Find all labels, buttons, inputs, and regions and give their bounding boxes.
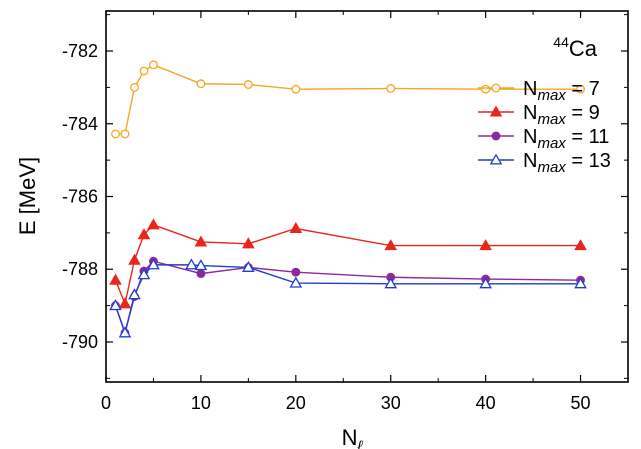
legend-item: Nmax = 9 xyxy=(478,102,600,128)
data-point xyxy=(185,258,198,270)
data-point xyxy=(130,82,139,92)
legend-label-subscript: max xyxy=(537,159,566,176)
y-tick-label: -784 xyxy=(62,114,98,134)
y-axis: -782 -784 -786 -788 -790 xyxy=(62,14,628,379)
data-point xyxy=(289,221,303,234)
y-tick-label: -786 xyxy=(62,187,98,207)
legend-item: Nmax = 7 xyxy=(478,78,600,104)
data-point xyxy=(386,84,396,93)
y-axis-title: E [MeV] xyxy=(15,157,40,235)
data-point xyxy=(194,259,208,271)
series-1 xyxy=(111,60,585,139)
data-point xyxy=(196,269,206,279)
plot-frame xyxy=(105,10,629,383)
nucleus-element: Ca xyxy=(569,36,598,61)
data-point xyxy=(147,258,160,270)
nucleus-mass-number: 44 xyxy=(553,34,569,50)
legend-label-base: N xyxy=(523,102,537,124)
nucleus-label: 44Ca xyxy=(553,34,597,61)
legend-item: Nmax = 11 xyxy=(478,126,609,152)
series-line xyxy=(114,264,581,336)
data-point xyxy=(384,277,398,289)
data-point xyxy=(574,239,587,251)
legend-marker xyxy=(491,83,501,93)
legend-label-value: = 7 xyxy=(566,78,600,100)
series-2 xyxy=(109,218,587,309)
data-point xyxy=(576,84,585,94)
y-tick-label: -782 xyxy=(62,41,98,61)
data-point xyxy=(479,277,492,289)
data-point xyxy=(149,60,158,70)
x-axis: 0 10 20 30 40 50 xyxy=(101,11,591,413)
data-point xyxy=(481,84,491,94)
series-line xyxy=(114,260,581,336)
x-axis-title: Nℓ xyxy=(342,425,364,449)
legend-label: Nmax = 13 xyxy=(523,150,611,176)
series-3 xyxy=(111,256,585,338)
legend-label-value: = 9 xyxy=(566,102,600,124)
data-point xyxy=(137,268,151,280)
legend-label: Nmax = 9 xyxy=(523,102,600,128)
x-tick-label: 50 xyxy=(571,393,591,413)
legend-label-value: = 13 xyxy=(566,150,611,172)
data-point xyxy=(118,326,132,338)
data-point xyxy=(111,129,120,139)
x-tick-label: 10 xyxy=(191,393,211,413)
data-point xyxy=(289,276,303,288)
plot-series xyxy=(109,60,587,338)
data-point xyxy=(128,288,141,300)
data-point xyxy=(118,297,132,309)
data-point xyxy=(109,273,122,285)
series-4 xyxy=(109,258,587,338)
x-tick-label: 20 xyxy=(286,393,306,413)
series-line xyxy=(115,64,581,135)
data-point xyxy=(243,80,253,89)
data-point xyxy=(128,253,141,265)
legend-label: Nmax = 11 xyxy=(523,126,609,152)
x-tick-label: 40 xyxy=(476,393,496,413)
legend-label-value: = 11 xyxy=(566,126,610,148)
x-tick-label: 30 xyxy=(381,393,401,413)
legend-label-base: N xyxy=(523,150,537,172)
legend-marker xyxy=(491,131,501,141)
data-point xyxy=(194,235,208,247)
x-axis-title-base: N xyxy=(342,425,358,449)
data-point xyxy=(291,84,301,94)
legend-marker xyxy=(489,105,503,117)
data-point xyxy=(120,129,130,139)
data-point xyxy=(242,260,255,272)
data-point xyxy=(574,277,587,289)
data-point xyxy=(479,239,492,251)
legend-label-base: N xyxy=(523,126,537,148)
legend-label-base: N xyxy=(523,78,537,100)
data-point xyxy=(291,267,301,277)
data-point xyxy=(139,66,149,76)
data-point xyxy=(384,239,398,251)
legend-label-subscript: max xyxy=(537,87,566,104)
data-point xyxy=(242,237,255,249)
legend-label: Nmax = 7 xyxy=(523,78,600,104)
data-point xyxy=(109,299,122,311)
x-axis-title-subscript: ℓ xyxy=(357,438,364,449)
y-tick-label: -790 xyxy=(62,332,98,352)
data-point xyxy=(137,228,151,240)
legend-label-subscript: max xyxy=(537,111,566,128)
y-tick-label: -788 xyxy=(62,259,98,279)
data-point xyxy=(147,218,160,230)
legend-marker xyxy=(489,153,503,165)
legend-label-subscript: max xyxy=(537,135,566,152)
legend-item: Nmax = 13 xyxy=(478,150,611,176)
x-tick-label: 0 xyxy=(101,393,111,413)
data-point xyxy=(196,79,206,89)
